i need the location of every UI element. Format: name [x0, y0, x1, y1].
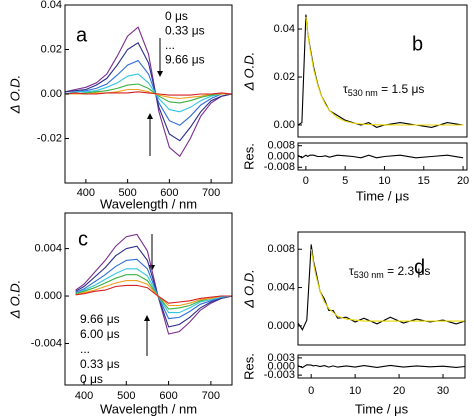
y-tick-label: 0.000	[267, 360, 295, 372]
fit-text: = 1.5 μs	[378, 82, 425, 96]
series-line	[75, 280, 232, 307]
x-tick-label: 500	[117, 390, 135, 402]
annotation: ...	[165, 38, 175, 52]
x-tick-label: 10	[349, 385, 361, 397]
annotation: 0 μs	[165, 9, 188, 23]
x-tick-label: 15	[418, 175, 430, 187]
x-tick-label: 700	[202, 390, 220, 402]
fit-label: τ530 nm = 2.3 μs	[349, 264, 430, 280]
series-line	[298, 14, 464, 128]
fit-subscript: 530 nm	[348, 88, 378, 98]
y-axis-label: Δ O.D.	[241, 269, 256, 309]
fit-symbol: τ	[349, 264, 354, 278]
series-line	[298, 154, 464, 159]
y-axis-label: Δ O.D.	[7, 75, 22, 115]
y-axis-label: Res.	[241, 353, 256, 380]
y-tick-label: 0.004	[267, 281, 295, 293]
series-line	[65, 83, 232, 104]
annotation: 0.33 μs	[165, 24, 205, 38]
series-line	[298, 244, 465, 331]
plot-frame	[297, 4, 468, 138]
series-line	[75, 258, 232, 320]
series-line	[65, 59, 232, 126]
series-line	[75, 245, 232, 328]
x-tick-label: 600	[160, 187, 178, 199]
plot-frame	[64, 212, 233, 386]
x-tick-label: 600	[159, 390, 177, 402]
series-line	[298, 364, 465, 369]
y-tick-label: -0.008	[264, 161, 295, 173]
fit-subscript: 530 nm	[354, 270, 384, 280]
fit-label: τ530 nm = 1.5 μs	[343, 82, 424, 98]
series-line	[75, 274, 232, 310]
x-axis-label: Wavelength / nm	[100, 196, 197, 211]
fit-text: = 2.3 μs	[384, 264, 431, 278]
series-line	[65, 73, 232, 113]
annotation: 0.33 μs	[80, 357, 120, 371]
y-tick-label: 0.000	[267, 150, 295, 162]
x-tick-label: 30	[437, 385, 449, 397]
x-tick-label: 400	[75, 390, 93, 402]
y-tick-label: 0.003	[267, 352, 295, 364]
x-axis-label: Time / μs	[355, 401, 409, 416]
y-tick-label: 0.04	[274, 23, 295, 35]
annotation: 9.66 μs	[80, 312, 120, 326]
x-tick-label: 5	[342, 175, 348, 187]
y-tick-label: 0.04	[41, 0, 62, 11]
series-line	[75, 268, 232, 314]
panel-label: a	[76, 24, 88, 46]
series-line	[75, 284, 232, 304]
series-line	[305, 16, 464, 126]
x-tick-label: 500	[118, 187, 136, 199]
y-axis-label: Δ O.D.	[241, 52, 256, 92]
x-axis-label: Time / μs	[356, 188, 410, 203]
series-line	[75, 233, 232, 335]
y-tick-label: 0.00	[41, 88, 62, 100]
panel-label: d	[414, 256, 425, 278]
y-tick-label: 0.004	[34, 242, 62, 254]
series-line	[65, 91, 232, 96]
x-axis-label: Wavelength / nm	[100, 401, 197, 416]
y-axis-label: Res.	[241, 143, 256, 170]
x-tick-label: 400	[77, 187, 95, 199]
annotation: 6.00 μs	[80, 327, 120, 341]
x-tick-label: 10	[378, 175, 390, 187]
y-tick-label: 0.00	[274, 119, 295, 131]
annotation: 0 μs	[80, 372, 103, 386]
y-tick-label: 0.000	[34, 290, 62, 302]
x-tick-label: 700	[202, 187, 220, 199]
y-tick-label: -0.004	[31, 337, 62, 349]
x-tick-label: 0	[303, 175, 309, 187]
y-tick-label: 0.000	[267, 320, 295, 332]
x-tick-label: 20	[457, 175, 469, 187]
y-tick-label: 0.008	[267, 243, 295, 255]
y-tick-label: -0.02	[37, 132, 62, 144]
panel-label: c	[78, 228, 88, 250]
x-tick-label: 20	[393, 385, 405, 397]
annotation: ...	[80, 342, 90, 356]
series-line	[65, 26, 232, 158]
series-line	[65, 42, 232, 142]
annotation: 9.66 μs	[165, 53, 205, 67]
x-tick-label: 0	[308, 385, 314, 397]
y-tick-label: 0.008	[267, 140, 295, 152]
y-tick-label: 0.02	[274, 71, 295, 83]
panel-label: b	[412, 33, 423, 55]
y-tick-label: -0.003	[264, 369, 295, 381]
fit-symbol: τ	[343, 82, 348, 96]
y-axis-label: Δ O.D.	[7, 280, 22, 320]
plot-frame	[297, 231, 466, 346]
y-tick-label: 0.02	[41, 43, 62, 55]
series-line	[65, 88, 232, 100]
series-line	[310, 249, 465, 322]
